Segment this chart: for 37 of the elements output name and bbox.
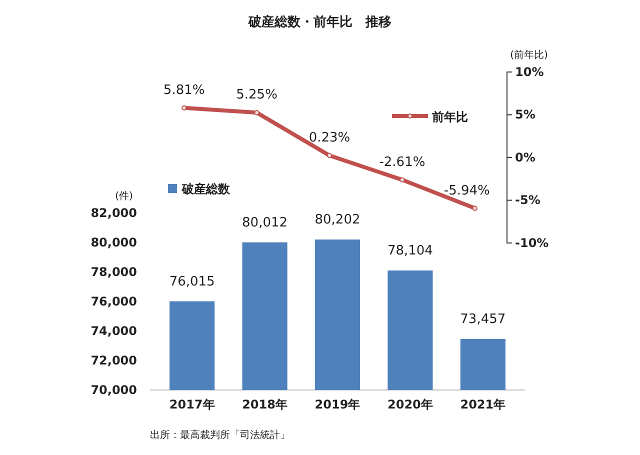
y-tick-label: 74,000 bbox=[90, 324, 137, 338]
y-tick-label: 80,000 bbox=[90, 235, 137, 250]
y-axis-title: (前年比) bbox=[510, 49, 548, 61]
point bbox=[472, 206, 478, 211]
x-tick-label: 2019年 bbox=[314, 398, 360, 412]
data-label: -2.61% bbox=[379, 154, 426, 170]
y-tick-label: 10% bbox=[515, 64, 544, 79]
point bbox=[326, 152, 332, 158]
data-label: 78,104 bbox=[387, 243, 433, 258]
data-label: 5.81% bbox=[163, 82, 205, 98]
legend-label: 破産総数 bbox=[181, 182, 231, 196]
y-tick-label: 0% bbox=[515, 150, 536, 164]
y-axis-title: (件) bbox=[115, 191, 133, 202]
y-tick-label: -10% bbox=[515, 236, 549, 250]
legend-label: 前年比 bbox=[431, 110, 468, 124]
data-label: 80,012 bbox=[242, 215, 288, 230]
x-tick-label: 2021年 bbox=[460, 398, 506, 412]
y-tick-label: -5% bbox=[515, 193, 540, 208]
data-label: 73,457 bbox=[460, 312, 506, 328]
x-tick-label: 2020年 bbox=[388, 398, 433, 412]
y-tick-label: 76,000 bbox=[90, 294, 137, 308]
x-tick-label: 2017年 bbox=[169, 398, 215, 412]
data-label: 76,015 bbox=[169, 274, 215, 290]
data-label: 0.23% bbox=[308, 130, 350, 146]
data-label: 5.25% bbox=[236, 88, 278, 103]
point bbox=[400, 177, 405, 182]
text: 出所：最高裁判所「司法統計」 bbox=[150, 429, 290, 441]
y-tick-label: 78,000 bbox=[90, 264, 137, 279]
data-label: 80,202 bbox=[314, 212, 360, 228]
y-tick-label: 82,000 bbox=[90, 206, 137, 220]
y-tick-label: 70,000 bbox=[90, 382, 137, 397]
x-tick-label: 2018年 bbox=[242, 398, 288, 412]
y-tick-label: 5% bbox=[515, 108, 536, 122]
y-tick-label: 72,000 bbox=[90, 353, 137, 368]
point bbox=[254, 110, 260, 116]
chart-title: 破産総数・前年比 推移 bbox=[248, 14, 392, 30]
data-label: -5.94% bbox=[444, 183, 490, 198]
